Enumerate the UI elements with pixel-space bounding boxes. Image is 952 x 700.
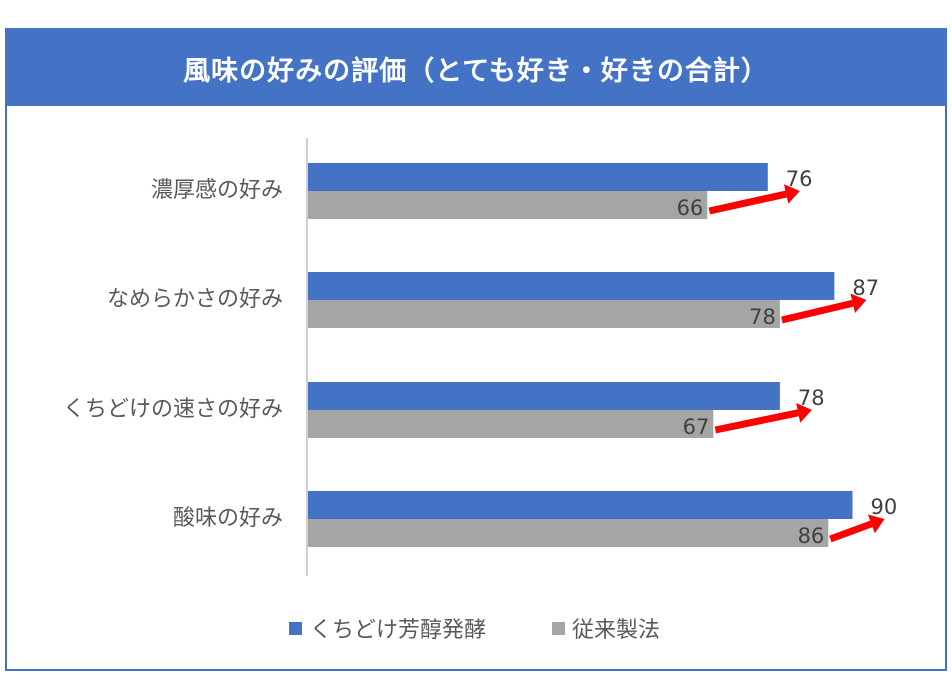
bar-primary xyxy=(308,163,768,191)
bar-secondary xyxy=(308,191,708,219)
category-label: なめらかさの好み xyxy=(107,287,283,312)
bar-primary xyxy=(308,272,835,300)
bar-secondary xyxy=(308,519,829,547)
chart-title: 風味の好みの評価（とても好き・好きの合計） xyxy=(7,30,945,106)
category-label: くちどけの速さの好み xyxy=(63,397,283,422)
data-label: 87 xyxy=(852,276,879,300)
chart-frame: 風味の好みの評価（とても好き・好きの合計） xyxy=(5,28,947,671)
bar-secondary xyxy=(308,300,780,328)
data-label: 66 xyxy=(677,196,704,220)
category-label: 濃厚感の好み xyxy=(151,178,283,203)
category-label: 酸味の好み xyxy=(173,506,283,531)
legend-label: くちどけ芳醇発酵 xyxy=(310,618,486,643)
increase-arrow-icon xyxy=(829,514,885,543)
increase-arrow-icon xyxy=(708,184,800,215)
data-label: 90 xyxy=(871,495,898,519)
data-label: 86 xyxy=(798,524,825,548)
increase-arrow-icon xyxy=(781,293,867,324)
data-label: 67 xyxy=(683,415,710,439)
legend-label: 従来製法 xyxy=(572,618,660,643)
legend-swatch xyxy=(289,622,302,635)
bar-primary xyxy=(308,382,780,410)
legend-swatch xyxy=(552,622,565,635)
data-label: 78 xyxy=(749,305,776,329)
bar-primary xyxy=(308,491,853,519)
increase-arrow-icon xyxy=(714,403,812,434)
bar-secondary xyxy=(308,410,714,438)
